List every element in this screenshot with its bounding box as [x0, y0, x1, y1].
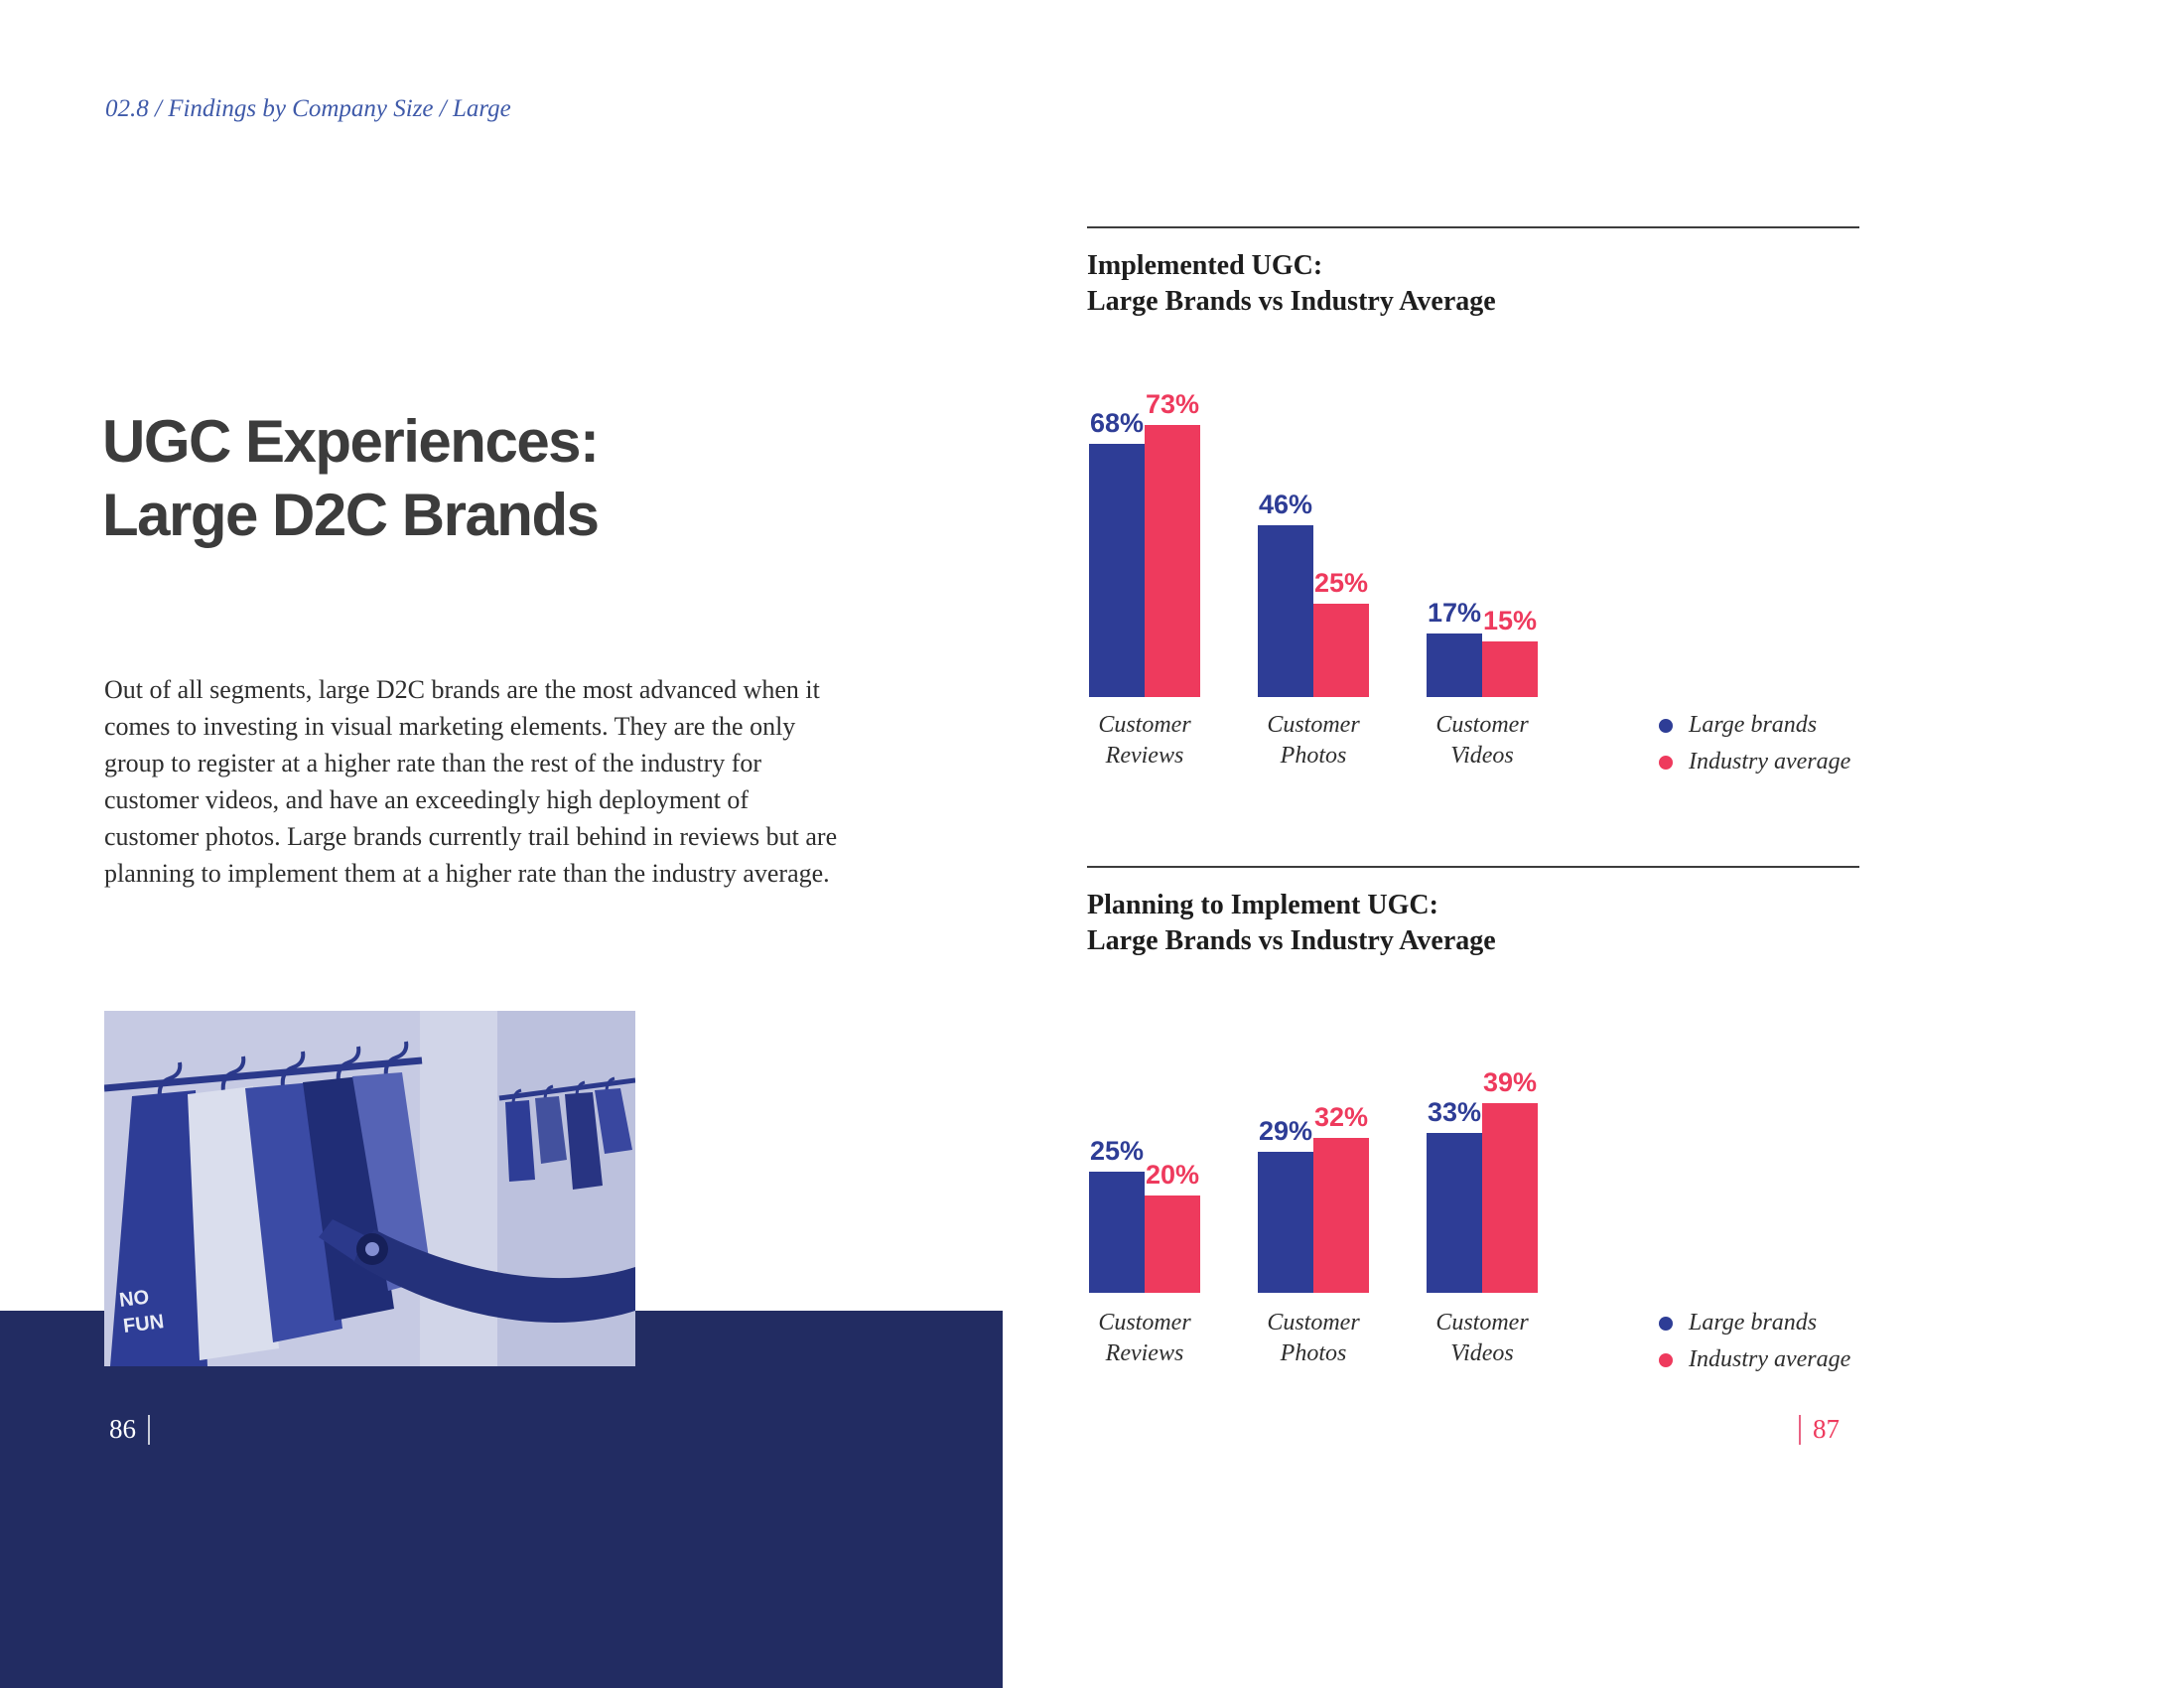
legend-label: Large brands [1689, 1310, 1818, 1336]
legend-dot [1659, 1352, 1673, 1367]
garment-text-line-2: FUN [122, 1311, 165, 1337]
chart-implemented-ugc: Implemented UGC: Large Brands vs Industr… [1087, 226, 1859, 822]
bar [1482, 641, 1538, 697]
legend-label: Large brands [1689, 712, 1818, 738]
duotone-overlay [104, 1011, 635, 1366]
hanger-hooks-left [157, 1041, 409, 1099]
page-number-left: 86 [109, 1414, 150, 1445]
bar-value-label: 73% [1145, 389, 1200, 419]
bar [1145, 425, 1200, 697]
category-label: Customer Videos [1435, 712, 1529, 769]
category-labels: Customer Reviews Customer Photos Customer Vid… [1089, 710, 1538, 772]
bar [1145, 1196, 1200, 1293]
category-label: Customer Photos [1267, 712, 1360, 769]
breadcrumb: 02.8 / Findings by Company Size / Large [105, 95, 511, 122]
legend: Large brands Industry average [1659, 1310, 1850, 1373]
chart-title: Implemented UGC: Large Brands vs Industr… [1087, 248, 1496, 320]
legend: Large brands Industry average [1659, 712, 1850, 775]
legend-dot [1659, 718, 1673, 733]
category-labels: Customer Reviews Customer Photos Customer Vid… [1089, 1308, 1538, 1369]
bar-groups: 68% 73% 46% 25% 17% 15% [1089, 389, 1538, 697]
page-number-right: 87 [1799, 1414, 1840, 1445]
garment-text-line-1: NO [118, 1286, 150, 1311]
bar-group: 46% 25% [1258, 490, 1369, 697]
bar-wrap: 33% [1427, 1067, 1482, 1293]
chart-title-line-2: Large Brands vs Industry Average [1087, 286, 1496, 317]
bar-value-label: 68% [1089, 408, 1145, 438]
bar-value-label: 17% [1427, 598, 1482, 628]
bar-value-label: 15% [1482, 606, 1538, 635]
bar [1089, 444, 1145, 697]
bar-value-label: 46% [1258, 490, 1313, 519]
bar-wrap: 17% [1427, 598, 1482, 697]
bar [1427, 1133, 1482, 1293]
category-label: Customer Photos [1267, 1310, 1360, 1366]
page-number-right-value: 87 [1813, 1414, 1840, 1444]
clothing-rack-photo: NO FUN [104, 1011, 635, 1366]
bar-wrap: 15% [1482, 598, 1538, 697]
legend-item: Industry average [1659, 749, 1850, 775]
legend-dot [1659, 755, 1673, 770]
bar-wrap: 46% [1258, 490, 1313, 697]
bar-group: 25% 20% [1089, 1136, 1200, 1293]
chart-title-line-2: Large Brands vs Industry Average [1087, 925, 1496, 956]
bar-value-label: 29% [1258, 1116, 1313, 1146]
bar-wrap: 32% [1313, 1102, 1369, 1293]
bar [1089, 1172, 1145, 1293]
bar-wrap: 39% [1482, 1067, 1538, 1293]
bar [1427, 633, 1482, 697]
navy-footer-band [0, 1311, 1003, 1688]
legend-item: Industry average [1659, 1346, 1850, 1373]
chart-planning-ugc: Planning to Implement UGC: Large Brands … [1087, 866, 1859, 1422]
category-label: Customer Videos [1435, 1310, 1529, 1366]
body-paragraph: Out of all segments, large D2C brands ar… [104, 675, 838, 888]
bar-value-label: 33% [1427, 1097, 1482, 1127]
chart-title-line-1: Planning to Implement UGC: [1087, 890, 1438, 920]
page-number-divider [1799, 1414, 1801, 1445]
bar [1313, 1138, 1369, 1293]
chart-title-line-1: Implemented UGC: [1087, 250, 1323, 281]
legend-item: Large brands [1659, 1310, 1850, 1336]
page-title-line-2: Large D2C Brands [102, 482, 600, 548]
category-label: Customer Reviews [1098, 712, 1191, 769]
reaching-arm [319, 1219, 635, 1323]
page-number-divider [148, 1414, 150, 1445]
bar-value-label: 32% [1313, 1102, 1369, 1132]
bar-wrap: 25% [1089, 1136, 1145, 1293]
bar-value-label: 20% [1145, 1160, 1200, 1190]
chart-title: Planning to Implement UGC: Large Brands … [1087, 888, 1496, 959]
bar [1258, 525, 1313, 697]
bar-wrap: 68% [1089, 389, 1145, 697]
page-number-left-value: 86 [109, 1414, 136, 1444]
page-title-line-1: UGC Experiences: [102, 408, 600, 475]
legend-dot [1659, 1316, 1673, 1331]
rack-rail-left [104, 1056, 423, 1092]
bar [1258, 1152, 1313, 1293]
bar-group: 29% 32% [1258, 1102, 1369, 1293]
bar [1482, 1103, 1538, 1293]
bar-wrap: 73% [1145, 389, 1200, 697]
bar-wrap: 20% [1145, 1136, 1200, 1293]
hanging-clothes-left [110, 1072, 432, 1366]
bar-wrap: 25% [1313, 490, 1369, 697]
bar-group: 68% 73% [1089, 389, 1200, 697]
bar-group: 33% 39% [1427, 1067, 1538, 1293]
rack-rail-right [498, 1077, 635, 1101]
category-label: Customer Reviews [1098, 1310, 1191, 1366]
page-title: UGC Experiences: Large D2C Brands [102, 405, 600, 552]
legend-item: Large brands [1659, 712, 1850, 739]
bar-wrap: 29% [1258, 1102, 1313, 1293]
bar-value-label: 39% [1482, 1067, 1538, 1097]
hanging-clothes-right [505, 1088, 632, 1190]
bar-value-label: 25% [1313, 568, 1369, 598]
legend-label: Industry average [1689, 1346, 1851, 1372]
legend-label: Industry average [1689, 749, 1851, 774]
bar-group: 17% 15% [1427, 598, 1538, 697]
bar [1313, 604, 1369, 697]
bar-groups: 25% 20% 29% 32% 33% 39% [1089, 1067, 1538, 1293]
bar-value-label: 25% [1089, 1136, 1145, 1166]
